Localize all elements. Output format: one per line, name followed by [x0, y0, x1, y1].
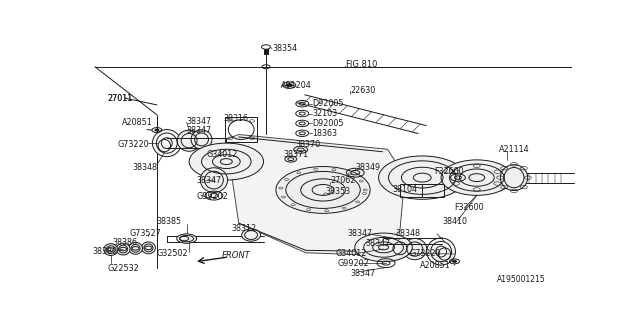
Text: G34012: G34012 — [207, 150, 238, 159]
Text: 32103: 32103 — [312, 109, 337, 118]
Text: G73220: G73220 — [117, 140, 149, 149]
Ellipse shape — [191, 130, 212, 149]
Ellipse shape — [200, 168, 228, 192]
Circle shape — [276, 166, 370, 213]
Circle shape — [441, 160, 513, 195]
Ellipse shape — [390, 239, 410, 258]
Text: A195001215: A195001215 — [497, 275, 545, 284]
Text: 38371: 38371 — [284, 150, 308, 159]
Ellipse shape — [152, 130, 181, 157]
Circle shape — [189, 143, 264, 180]
Ellipse shape — [403, 238, 427, 260]
Text: 38354: 38354 — [272, 44, 297, 53]
Ellipse shape — [500, 165, 527, 190]
Text: G34012: G34012 — [335, 249, 367, 258]
Ellipse shape — [104, 244, 118, 255]
Text: F32600: F32600 — [454, 204, 484, 212]
Text: 38410: 38410 — [442, 217, 467, 226]
Text: 38347: 38347 — [350, 269, 376, 278]
Text: G99202: G99202 — [196, 192, 228, 201]
Text: A21114: A21114 — [499, 145, 530, 154]
Text: 38347: 38347 — [348, 229, 373, 238]
Text: G73220: G73220 — [410, 249, 442, 258]
Text: 38348: 38348 — [132, 163, 157, 172]
Text: 38347: 38347 — [187, 125, 212, 135]
Text: G22532: G22532 — [108, 264, 139, 273]
Ellipse shape — [242, 229, 260, 241]
Text: A20851: A20851 — [420, 261, 451, 270]
Text: 38370: 38370 — [296, 140, 321, 149]
Text: 27011: 27011 — [108, 93, 132, 102]
Text: 38347: 38347 — [365, 239, 390, 248]
Text: 27062: 27062 — [330, 176, 356, 185]
Text: 38347: 38347 — [196, 176, 221, 185]
Circle shape — [286, 84, 292, 87]
Text: D92005: D92005 — [312, 99, 344, 108]
Text: G32502: G32502 — [157, 249, 189, 258]
Circle shape — [452, 260, 456, 262]
Text: 38347: 38347 — [187, 117, 212, 126]
Bar — [264, 49, 269, 54]
Text: G73527: G73527 — [129, 229, 161, 238]
Text: FRONT: FRONT — [221, 251, 250, 260]
Ellipse shape — [177, 130, 201, 151]
Bar — [400, 184, 444, 197]
Circle shape — [355, 233, 412, 262]
Circle shape — [155, 129, 159, 131]
Text: 38353: 38353 — [326, 188, 351, 196]
Polygon shape — [227, 134, 405, 255]
Bar — [225, 117, 257, 142]
Text: 22630: 22630 — [350, 86, 376, 95]
Text: 38104: 38104 — [392, 185, 417, 194]
Ellipse shape — [116, 243, 130, 255]
Text: 38386: 38386 — [112, 238, 137, 247]
Ellipse shape — [129, 243, 143, 254]
Text: G99202: G99202 — [338, 259, 370, 268]
Ellipse shape — [427, 238, 456, 265]
Text: 27011: 27011 — [108, 93, 132, 102]
Ellipse shape — [177, 234, 196, 243]
Text: 38316: 38316 — [224, 114, 249, 123]
Text: D92005: D92005 — [312, 119, 344, 128]
Text: F32600: F32600 — [435, 167, 464, 176]
Text: FIG.810: FIG.810 — [346, 60, 378, 68]
Text: 38348: 38348 — [395, 229, 420, 238]
Text: 38312: 38312 — [231, 224, 257, 233]
Text: 38349: 38349 — [355, 163, 380, 172]
Text: 18363: 18363 — [312, 129, 337, 138]
Bar — [167, 138, 227, 148]
Circle shape — [379, 156, 466, 199]
Ellipse shape — [141, 242, 156, 254]
Text: A20851: A20851 — [122, 118, 153, 127]
Text: 38385: 38385 — [157, 217, 182, 226]
Text: A91204: A91204 — [281, 82, 312, 91]
Text: 38380: 38380 — [92, 246, 117, 256]
